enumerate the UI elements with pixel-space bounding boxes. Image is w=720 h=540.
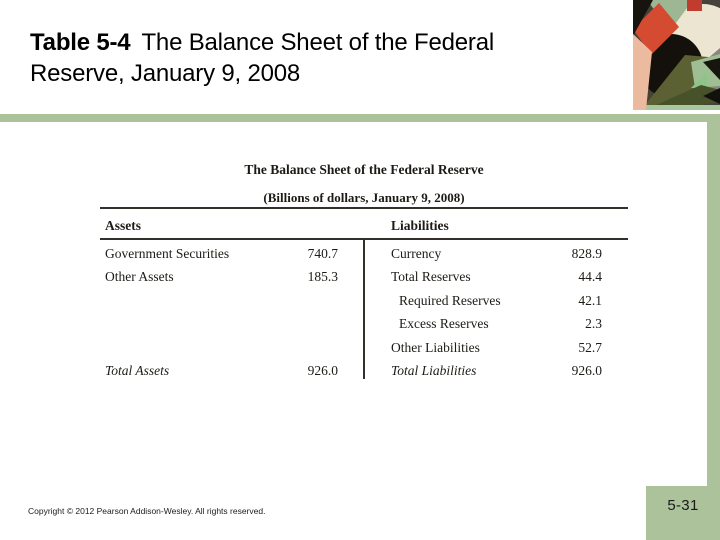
abstract-art-icon <box>633 0 720 110</box>
right-edge-accent-strip <box>707 114 720 540</box>
title-accent-bar <box>0 114 720 122</box>
page-number: 5-31 <box>667 497 699 514</box>
table-row: Excess Reserves 2.3 <box>100 312 628 335</box>
table-number-label: Table 5-4 <box>30 29 131 56</box>
liability-label: Other Liabilities <box>391 339 480 355</box>
figure-title: The Balance Sheet of the Federal Reserve <box>244 162 484 177</box>
liability-sublabel: Excess Reserves <box>399 316 489 332</box>
liability-label: Currency <box>391 246 442 261</box>
rule-under-headers <box>100 238 628 240</box>
table-row: Other Liabilities 52.7 <box>100 336 628 359</box>
page-number-box: 5-31 <box>646 486 720 540</box>
table-row: Other Assets 185.3 Total Reserves 44.4 <box>100 265 628 288</box>
asset-value: 740.7 <box>307 246 338 261</box>
liability-sublabel: Required Reserves <box>399 292 501 308</box>
title-line-2: Reserve, January 9, 2008 <box>30 60 301 87</box>
table-body: Government Securities 740.7 Currency 828… <box>100 242 628 382</box>
figure-subtitle: (Billions of dollars, January 9, 2008) <box>263 190 465 205</box>
table-row: Government Securities 740.7 Currency 828… <box>100 242 628 265</box>
assets-column-header: Assets <box>105 218 141 233</box>
copyright-text: Copyright © 2012 Pearson Addison-Wesley.… <box>28 506 266 516</box>
liabilities-column-header: Liabilities <box>391 218 449 233</box>
liability-value: 52.7 <box>578 339 602 355</box>
title-line-1: Table 5-4 The Balance Sheet of the Federa… <box>30 27 650 58</box>
total-liabilities-label: Total Liabilities <box>391 362 477 378</box>
asset-label: Other Assets <box>105 269 174 285</box>
total-assets-value: 926.0 <box>307 362 338 378</box>
liability-value: 828.9 <box>571 246 602 261</box>
table-header-row: Assets Liabilities <box>100 218 628 236</box>
table-row: Required Reserves 42.1 <box>100 289 628 312</box>
asset-label: Government Securities <box>105 246 230 261</box>
title-line1-text: The Balance Sheet of the Federal <box>141 29 494 56</box>
page-title: Table 5-4 The Balance Sheet of the Federa… <box>30 27 650 89</box>
total-assets-label: Total Assets <box>105 362 170 378</box>
liability-value: 44.4 <box>578 269 602 285</box>
liability-label: Total Reserves <box>391 269 471 285</box>
column-divider-line <box>363 240 365 379</box>
liability-value: 2.3 <box>585 316 602 332</box>
liability-value: 42.1 <box>578 292 602 308</box>
total-liabilities-value: 926.0 <box>571 362 602 378</box>
rule-under-subtitle <box>100 207 628 209</box>
abstract-collage-art <box>633 0 720 110</box>
table-total-row: Total Assets 926.0 Total Liabilities 926… <box>100 359 628 382</box>
balance-sheet-figure: The Balance Sheet of the Federal Reserve… <box>100 160 628 386</box>
asset-value: 185.3 <box>307 269 338 285</box>
